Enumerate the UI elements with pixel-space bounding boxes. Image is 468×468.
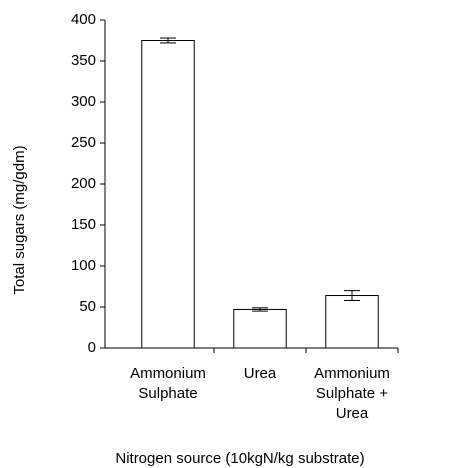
bar [233, 308, 287, 349]
y-tick-label: 300 [71, 93, 96, 110]
y-tick-label: 400 [71, 11, 96, 28]
y-tick-label: 100 [71, 257, 96, 274]
bar [325, 295, 379, 349]
y-tick-label: 50 [79, 298, 96, 315]
x-axis-label: Nitrogen source (10kgN/kg substrate) [115, 450, 364, 467]
y-tick-label: 200 [71, 175, 96, 192]
y-tick-label: 350 [71, 52, 96, 69]
x-tick-label: Ammonium Sulphate [130, 365, 206, 402]
y-tick-label: 0 [88, 339, 96, 356]
y-tick-label: 250 [71, 134, 96, 151]
bar [141, 40, 195, 349]
y-tick-label: 150 [71, 216, 96, 233]
y-axis-label: Total sugars (mg/gdm) [11, 145, 28, 294]
x-tick-label: Ammonium Sulphate + Urea [314, 365, 390, 422]
x-tick-label: Urea [243, 365, 277, 382]
